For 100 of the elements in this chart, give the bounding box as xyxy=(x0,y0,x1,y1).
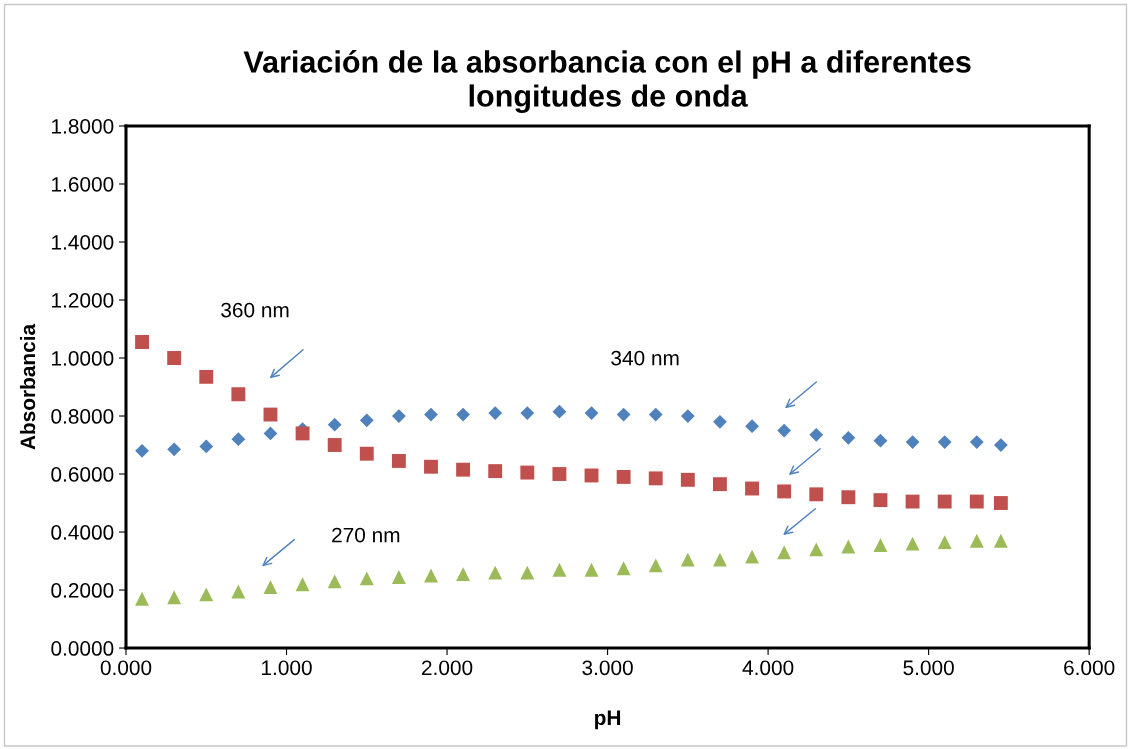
point xyxy=(424,407,438,422)
x-tick-label: 0.000 xyxy=(100,660,152,676)
point xyxy=(616,469,631,484)
point xyxy=(713,477,727,492)
point xyxy=(263,426,278,441)
point xyxy=(648,407,663,422)
point xyxy=(873,538,888,553)
point xyxy=(713,414,727,429)
point xyxy=(680,552,695,567)
y-tick-label: 0.6000 xyxy=(51,467,114,482)
y-tick-label: 0.2000 xyxy=(51,583,114,598)
chart-title: Variación de la absorbancia con el pH a diferentes longitudes de onda xyxy=(243,50,971,114)
x-axis-title: pH xyxy=(595,710,621,730)
x-tick-label: 5.000 xyxy=(903,660,954,676)
point xyxy=(841,539,856,554)
y-tick-label: 0.0000 xyxy=(51,641,114,656)
y-axis-title: Absorbancia xyxy=(19,323,36,450)
annotation: 340 nm xyxy=(611,350,679,366)
point xyxy=(295,426,310,441)
point xyxy=(520,565,535,580)
point xyxy=(359,413,374,428)
point xyxy=(713,552,727,567)
y-tick-label: 1.4000 xyxy=(52,234,114,250)
point xyxy=(680,472,695,487)
point xyxy=(456,462,471,477)
point xyxy=(841,430,856,445)
point xyxy=(135,591,149,606)
point xyxy=(359,446,374,461)
y-tick-label: 1.0000 xyxy=(52,351,114,366)
point xyxy=(905,536,920,551)
point xyxy=(520,465,535,480)
point xyxy=(135,443,149,458)
point xyxy=(327,438,342,452)
point xyxy=(391,570,406,584)
point xyxy=(231,584,246,599)
point xyxy=(873,493,888,508)
y-tick-label: 0.4000 xyxy=(51,525,114,540)
point xyxy=(456,407,470,422)
y-tick-label: 0.8000 xyxy=(51,409,114,424)
point xyxy=(680,409,695,423)
point xyxy=(391,454,406,468)
point xyxy=(263,407,278,422)
point xyxy=(584,406,599,420)
point xyxy=(327,417,342,432)
point xyxy=(993,438,1008,452)
point xyxy=(488,565,503,580)
point xyxy=(616,407,631,422)
point xyxy=(937,494,952,509)
point xyxy=(809,487,824,502)
point xyxy=(937,535,952,550)
point xyxy=(745,419,759,434)
point xyxy=(777,484,792,499)
point xyxy=(745,549,759,564)
point xyxy=(584,562,599,577)
point xyxy=(809,542,824,557)
x-tick-label: 3.000 xyxy=(582,660,633,676)
point xyxy=(263,580,278,595)
point xyxy=(199,369,214,384)
point xyxy=(295,577,310,592)
x-tick-label: 1.000 xyxy=(262,660,312,676)
y-tick-label: 1.2000 xyxy=(52,293,114,308)
point xyxy=(359,571,374,586)
point xyxy=(648,558,663,573)
point xyxy=(552,467,567,481)
point xyxy=(616,561,631,576)
point xyxy=(167,442,182,457)
point xyxy=(969,435,984,449)
point xyxy=(231,432,246,447)
point xyxy=(937,435,952,449)
point xyxy=(648,471,663,486)
x-tick-label: 4.000 xyxy=(742,660,794,676)
point xyxy=(424,459,438,474)
point xyxy=(969,533,984,548)
point xyxy=(231,387,246,402)
point xyxy=(809,427,824,442)
point xyxy=(873,433,888,448)
annotation: 360 nm xyxy=(221,302,289,318)
point xyxy=(777,423,792,438)
point xyxy=(993,496,1008,510)
point xyxy=(327,574,342,589)
point xyxy=(488,464,503,479)
point xyxy=(993,533,1008,548)
point xyxy=(552,404,567,419)
point xyxy=(199,439,214,454)
point xyxy=(745,481,759,496)
point xyxy=(777,545,792,560)
point xyxy=(135,335,149,349)
y-tick-label: 1.8000 xyxy=(52,118,114,134)
point xyxy=(905,435,920,449)
point xyxy=(167,590,182,605)
point xyxy=(199,587,214,602)
point xyxy=(969,494,984,509)
x-tick-label: 6.000 xyxy=(1064,660,1115,676)
y-tick-label: 1.6000 xyxy=(52,176,114,192)
point xyxy=(167,351,182,365)
point xyxy=(841,490,856,505)
annotation: 270 nm xyxy=(332,527,400,543)
point xyxy=(552,562,567,577)
x-tick-label: 2.000 xyxy=(422,660,473,676)
point xyxy=(520,406,535,420)
